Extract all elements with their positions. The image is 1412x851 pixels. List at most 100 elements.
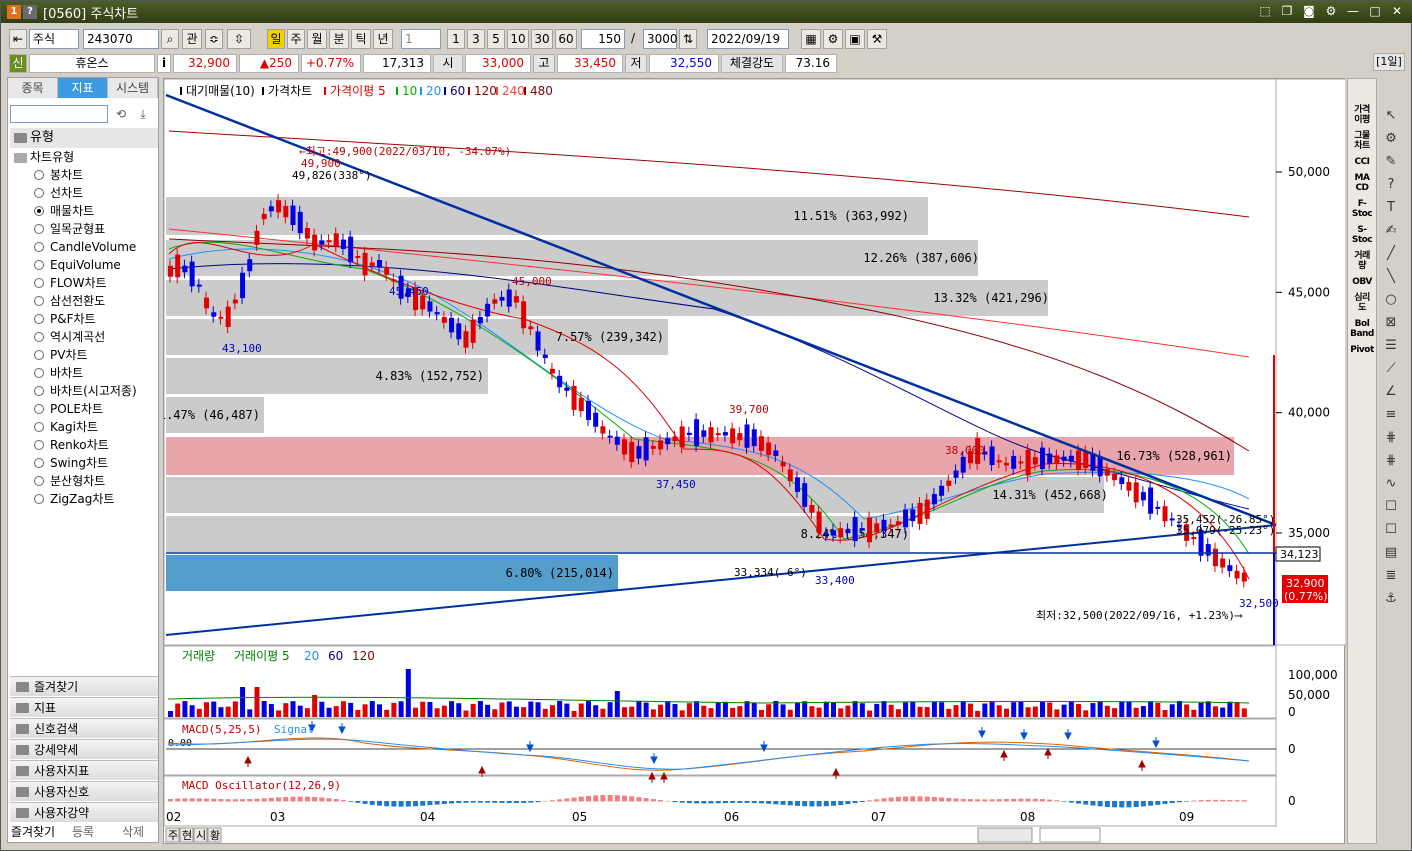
chart-type-item[interactable]: POLE차트 xyxy=(32,400,156,418)
draw-tool-icon[interactable]: ✍ xyxy=(1385,223,1397,238)
indicator-button[interactable]: Bol Band xyxy=(1350,319,1374,339)
register-button[interactable]: 등록 xyxy=(71,825,95,839)
num-5[interactable]: 5 xyxy=(487,29,505,49)
chart-type-item[interactable]: 바차트 xyxy=(32,364,156,382)
draw-tool-icon[interactable]: ✎ xyxy=(1385,154,1397,169)
draw-tool-icon[interactable]: ⊠ xyxy=(1385,315,1397,330)
copy-icon[interactable]: ❐ xyxy=(1281,4,1293,18)
draw-tool-icon[interactable]: ☐ xyxy=(1385,522,1397,537)
bottom-group[interactable]: 사용자신호 xyxy=(10,781,158,801)
save-icon[interactable]: ▣ xyxy=(845,29,865,49)
period-tick[interactable]: 틱 xyxy=(351,29,371,49)
chart-type-item[interactable]: 봉차트 xyxy=(32,166,156,184)
chart-type-item[interactable]: Renko차트 xyxy=(32,436,156,454)
chart-area[interactable]: 11.51% (363,992) 12.26% (387,606) 13.32% (… xyxy=(159,78,1347,845)
sort-icon[interactable]: ≎ xyxy=(205,29,223,49)
chart-type-item[interactable]: FLOW차트 xyxy=(32,274,156,292)
draw-tool-icon[interactable]: T xyxy=(1387,200,1395,215)
favorites-button[interactable]: 즐겨찾기 xyxy=(10,825,56,839)
maximize-icon[interactable]: □ xyxy=(1369,4,1381,18)
chart-type-item[interactable]: 일목균형표 xyxy=(32,220,156,238)
bottom-group[interactable]: 지표 xyxy=(10,697,158,717)
draw-tool-icon[interactable]: ∿ xyxy=(1385,476,1397,491)
total-field[interactable]: 3000 xyxy=(643,29,678,49)
spin-icon[interactable]: ⇅ xyxy=(679,29,697,49)
chart-type-item[interactable]: PV차트 xyxy=(32,346,156,364)
draw-tool-icon[interactable]: ☰ xyxy=(1385,338,1397,353)
period-week[interactable]: 주 xyxy=(287,29,305,49)
indicator-button[interactable]: MA CD xyxy=(1354,173,1370,193)
draw-tool-icon[interactable]: ☐ xyxy=(1385,499,1397,514)
gwan-button[interactable]: 관 xyxy=(182,29,202,49)
chart-type-item[interactable]: ZigZag차트 xyxy=(32,490,156,508)
bottom-group[interactable]: 사용자강약 xyxy=(10,802,158,822)
period-tab[interactable]: [1일] xyxy=(1373,53,1405,71)
num-10[interactable]: 10 xyxy=(507,29,529,49)
num-60[interactable]: 60 xyxy=(555,29,577,49)
settings-icon[interactable]: ⚙ xyxy=(1325,4,1337,18)
bottom-group[interactable]: 즐겨찾기 xyxy=(10,676,158,696)
tab-stocks[interactable]: 종목 xyxy=(8,78,58,98)
count-stepper[interactable]: 150 xyxy=(581,29,625,49)
indicator-search-input[interactable] xyxy=(10,105,108,123)
draw-tool-icon[interactable]: ∠ xyxy=(1385,384,1397,399)
draw-tool-icon[interactable]: ⚙ xyxy=(1385,131,1397,146)
bottom-group[interactable]: 신호검색 xyxy=(10,718,158,738)
draw-tool-icon[interactable]: ╱ xyxy=(1387,246,1395,261)
close-icon[interactable]: ✕ xyxy=(1391,4,1403,18)
period-minute[interactable]: 분 xyxy=(329,29,349,49)
date-picker[interactable]: 2022/09/19 xyxy=(707,29,789,49)
chart-type-item[interactable]: P&F차트 xyxy=(32,310,156,328)
chart-type-item[interactable]: 삼선전환도 xyxy=(32,292,156,310)
num-3[interactable]: 3 xyxy=(467,29,485,49)
indicator-button[interactable]: CCI xyxy=(1354,157,1370,167)
bottom-group[interactable]: 강세약세 xyxy=(10,739,158,759)
chart-canvas[interactable]: 11.51% (363,992) 12.26% (387,606) 13.32% (… xyxy=(159,78,1347,845)
draw-tool-icon[interactable]: ≡ xyxy=(1385,407,1397,422)
group-type[interactable]: 유형 xyxy=(10,128,158,148)
period-day[interactable]: 일 xyxy=(267,29,285,49)
chart-type-item[interactable]: 선차트 xyxy=(32,184,156,202)
draw-tool-icon[interactable]: ⚓ xyxy=(1385,591,1397,606)
indicator-button[interactable]: Pivot xyxy=(1350,345,1374,355)
draw-tool-icon[interactable]: ⟋ xyxy=(1386,361,1396,376)
chart-type-item[interactable]: Kagi차트 xyxy=(32,418,156,436)
bottom-group[interactable]: 사용자지표 xyxy=(10,760,158,780)
draw-tool-icon[interactable]: ? xyxy=(1387,177,1395,192)
code-input[interactable]: 243070 xyxy=(83,29,159,49)
tab-indicators[interactable]: 지표 xyxy=(58,78,108,98)
num-1[interactable]: 1 xyxy=(447,29,465,49)
interval-select[interactable]: 1 xyxy=(401,29,441,49)
delete-button[interactable]: 삭제 xyxy=(121,825,145,839)
refresh-icon[interactable]: ⟲ xyxy=(115,107,127,121)
tree-root[interactable]: 차트유형 xyxy=(10,148,158,166)
num-30[interactable]: 30 xyxy=(531,29,553,49)
tools-icon[interactable]: ⚒ xyxy=(867,29,887,49)
chart-type-item[interactable]: 바차트(시고저종) xyxy=(32,382,156,400)
draw-tool-icon[interactable]: ≣ xyxy=(1385,568,1397,583)
period-month[interactable]: 월 xyxy=(307,29,327,49)
download-icon[interactable]: ⤓ xyxy=(140,107,146,121)
draw-tool-icon[interactable]: ○ xyxy=(1385,292,1397,307)
chart-type-item[interactable]: 역시계곡선 xyxy=(32,328,156,346)
minimize-icon[interactable]: — xyxy=(1347,4,1359,18)
draw-tool-icon[interactable]: ⋕ xyxy=(1385,430,1397,445)
indicator-button[interactable]: 가격 이평 xyxy=(1354,105,1370,125)
market-select[interactable]: 주식 xyxy=(29,29,79,49)
indicator-button[interactable]: S- Stoc xyxy=(1351,225,1373,245)
first-icon[interactable]: ⇤ xyxy=(9,29,27,49)
period-year[interactable]: 년 xyxy=(373,29,393,49)
draw-tool-icon[interactable]: ▤ xyxy=(1384,545,1398,560)
draw-tool-icon[interactable]: ╲ xyxy=(1387,269,1395,284)
gear-icon[interactable]: ⚙ xyxy=(823,29,843,49)
indicator-button[interactable]: OBV xyxy=(1352,277,1372,287)
indicator-button[interactable]: 심리 도 xyxy=(1354,293,1370,313)
info-icon[interactable]: i xyxy=(157,54,171,73)
search-icon[interactable]: ⌕ xyxy=(161,29,179,49)
chart-type-item[interactable]: 분산형차트 xyxy=(32,472,156,490)
chart-type-item[interactable]: 매물차트 xyxy=(32,202,156,220)
indicator-button[interactable]: 그물 차트 xyxy=(1354,131,1370,151)
tab-system[interactable]: 시스템 xyxy=(108,78,158,98)
chart-type-item[interactable]: CandleVolume xyxy=(32,238,156,256)
chart-tool-icon[interactable]: ▦ xyxy=(801,29,821,49)
